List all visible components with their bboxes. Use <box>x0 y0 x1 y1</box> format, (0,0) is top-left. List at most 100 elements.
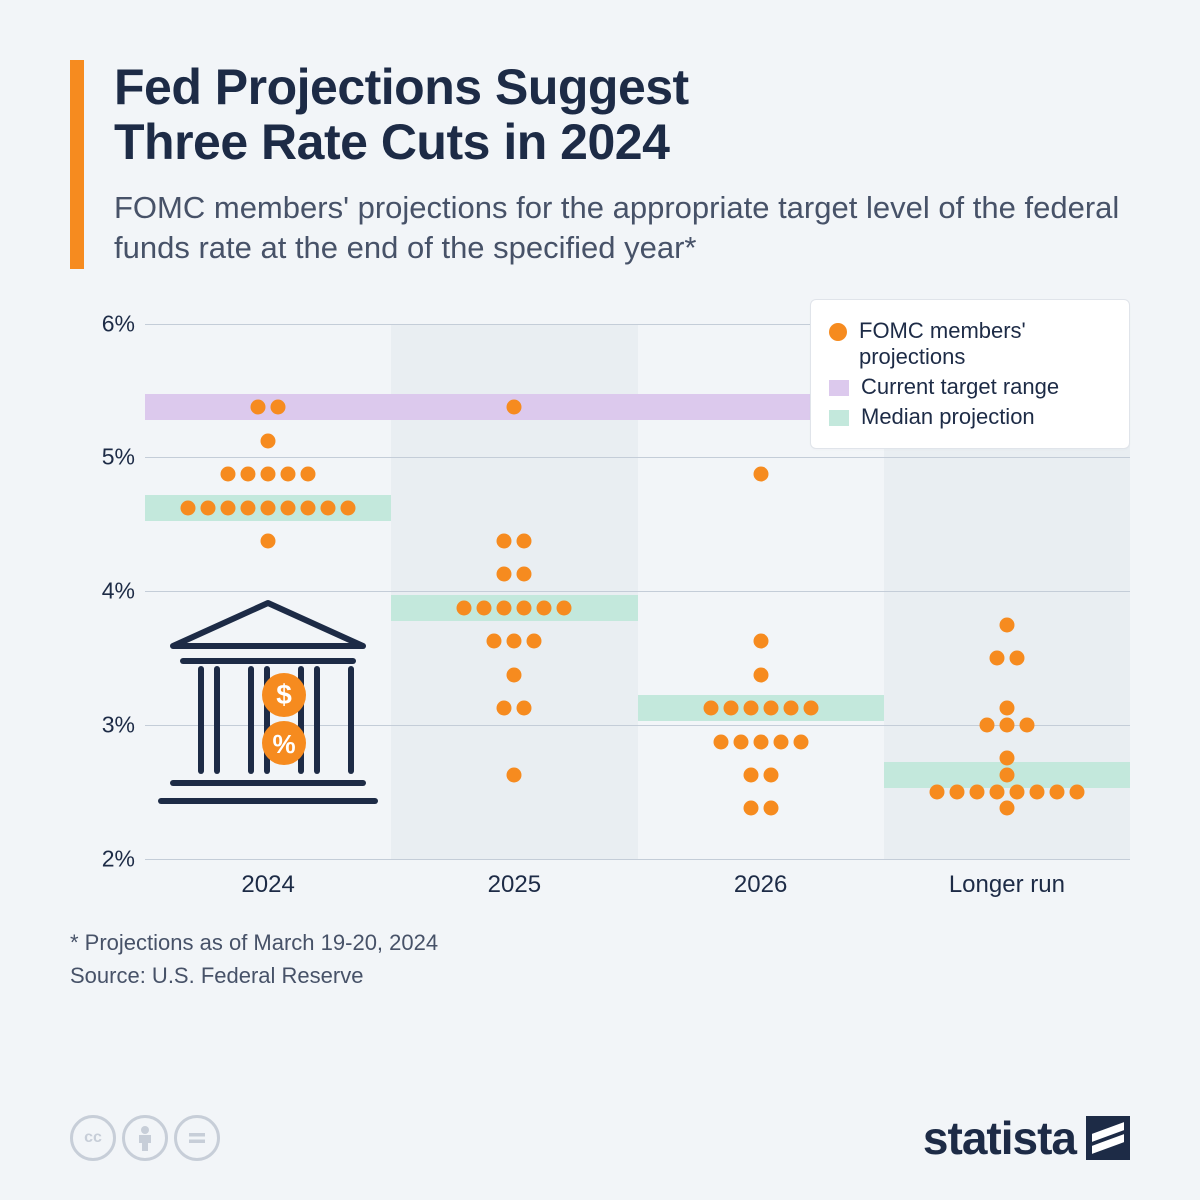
projection-dot <box>497 600 512 615</box>
projection-dot <box>517 533 532 548</box>
projection-dot <box>999 751 1014 766</box>
projection-dot <box>763 768 778 783</box>
footnote-line-1: * Projections as of March 19-20, 2024 <box>70 926 1130 959</box>
projection-dot <box>181 500 196 515</box>
projection-dot <box>507 768 522 783</box>
projection-dot <box>803 701 818 716</box>
projection-dot <box>281 467 296 482</box>
projection-dot <box>1069 784 1084 799</box>
page-subtitle: FOMC members' projections for the approp… <box>114 188 1130 269</box>
legend-swatch-icon <box>829 410 849 426</box>
projection-dot <box>763 801 778 816</box>
median-band <box>391 595 637 621</box>
projection-dot <box>783 701 798 716</box>
projection-dot <box>989 650 1004 665</box>
projection-dot <box>969 784 984 799</box>
projection-dot <box>271 400 286 415</box>
projection-dot <box>999 768 1014 783</box>
projection-dot <box>341 500 356 515</box>
y-axis-label: 4% <box>70 578 135 605</box>
legend-item-projections: FOMC members' projections <box>829 318 1111 370</box>
y-axis-label: 5% <box>70 444 135 471</box>
legend-label: FOMC members' projections <box>859 318 1111 370</box>
y-axis-label: 3% <box>70 711 135 738</box>
projection-dot <box>1029 784 1044 799</box>
projection-dot <box>457 600 472 615</box>
projection-dot <box>743 701 758 716</box>
page-title: Fed Projections Suggest Three Rate Cuts … <box>114 60 1130 170</box>
projection-dot <box>763 701 778 716</box>
legend-swatch-icon <box>829 380 849 396</box>
projection-dot <box>261 467 276 482</box>
projection-dot <box>221 467 236 482</box>
grid-line <box>145 457 1130 458</box>
projection-dot <box>261 433 276 448</box>
projection-dot <box>999 717 1014 732</box>
bank-building-icon: $ % <box>153 591 383 821</box>
projection-dot <box>703 701 718 716</box>
projection-dot <box>1009 784 1024 799</box>
projection-dot <box>743 801 758 816</box>
projection-dot <box>497 533 512 548</box>
legend-item-current-range: Current target range <box>829 374 1111 400</box>
projection-dot <box>517 600 532 615</box>
y-axis-label: 2% <box>70 845 135 872</box>
projection-dot <box>773 734 788 749</box>
legend-dot-icon <box>829 323 847 341</box>
infographic-frame: Fed Projections Suggest Three Rate Cuts … <box>0 0 1200 1200</box>
header: Fed Projections Suggest Three Rate Cuts … <box>70 60 1130 269</box>
title-accent-bar <box>70 60 84 269</box>
projection-dot <box>929 784 944 799</box>
legend-label: Median projection <box>861 404 1035 430</box>
legend-item-median: Median projection <box>829 404 1111 430</box>
projection-dot <box>557 600 572 615</box>
projection-dot <box>507 667 522 682</box>
projection-dot <box>517 701 532 716</box>
projection-dot <box>793 734 808 749</box>
statista-wordmark: statista <box>923 1111 1076 1165</box>
projection-dot <box>241 467 256 482</box>
projection-dot <box>999 701 1014 716</box>
projection-dot <box>221 500 236 515</box>
projection-dot <box>753 667 768 682</box>
projection-dot <box>753 467 768 482</box>
projection-dot <box>507 400 522 415</box>
projection-dot <box>753 734 768 749</box>
y-axis-label: 6% <box>70 310 135 337</box>
projection-dot <box>487 634 502 649</box>
projection-dot <box>301 467 316 482</box>
projection-dot <box>537 600 552 615</box>
cc-icon: cc <box>70 1115 116 1161</box>
title-line-2: Three Rate Cuts in 2024 <box>114 114 669 170</box>
projection-dot <box>241 500 256 515</box>
projection-dot <box>497 701 512 716</box>
grid-line <box>145 859 1130 860</box>
projection-dot <box>281 500 296 515</box>
svg-text:%: % <box>273 729 296 759</box>
projection-dot <box>1019 717 1034 732</box>
median-band <box>638 695 884 721</box>
projection-dot <box>261 500 276 515</box>
projection-dot <box>1009 650 1024 665</box>
projection-dot <box>949 784 964 799</box>
footer: cc statista <box>70 1111 1130 1165</box>
title-line-1: Fed Projections Suggest <box>114 59 689 115</box>
cc-by-icon <box>122 1115 168 1161</box>
footnote-line-2: Source: U.S. Federal Reserve <box>70 959 1130 992</box>
statista-mark-icon <box>1086 1116 1130 1160</box>
projection-dot <box>201 500 216 515</box>
dot-plot-chart: FOMC members' projections Current target… <box>70 299 1130 914</box>
x-axis-label: 2024 <box>241 871 294 899</box>
projection-dot <box>261 533 276 548</box>
projection-dot <box>743 768 758 783</box>
x-axis-label: 2026 <box>734 871 787 899</box>
cc-nd-icon <box>174 1115 220 1161</box>
cc-license-icons: cc <box>70 1115 220 1161</box>
projection-dot <box>477 600 492 615</box>
projection-dot <box>517 567 532 582</box>
footnote: * Projections as of March 19-20, 2024 So… <box>70 926 1130 992</box>
x-axis-label: 2025 <box>488 871 541 899</box>
legend-label: Current target range <box>861 374 1059 400</box>
projection-dot <box>999 801 1014 816</box>
projection-dot <box>497 567 512 582</box>
